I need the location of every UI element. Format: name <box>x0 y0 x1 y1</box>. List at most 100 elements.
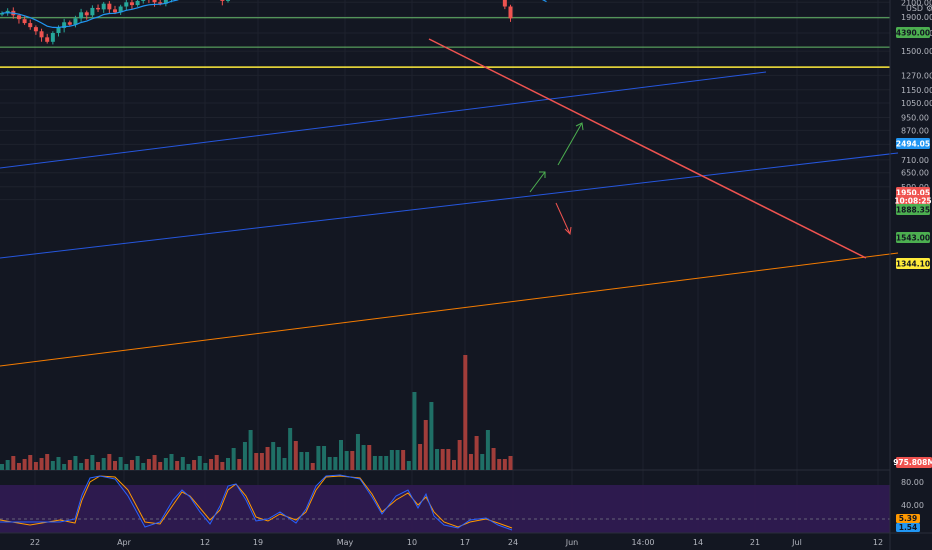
candle-body <box>84 12 89 16</box>
projection-arrows <box>529 122 584 236</box>
volume-bar <box>129 460 134 470</box>
candle-body <box>45 37 50 42</box>
volume-bar <box>33 462 38 470</box>
volume-bar <box>310 463 315 470</box>
date-tick-label: 24 <box>508 538 518 547</box>
volume-bar <box>39 458 44 470</box>
price-tag-level <box>896 204 930 215</box>
volume-bar <box>226 458 230 470</box>
volume-bar <box>468 454 473 470</box>
price-tag-level <box>896 258 930 269</box>
arrow-up-short-head <box>539 171 546 178</box>
candle-body <box>124 2 129 7</box>
candle-body <box>141 0 146 1</box>
stoch-tag <box>896 523 920 532</box>
stoch-tag-label: 5.39 <box>899 514 918 523</box>
volume-tag-label: 975.808M <box>893 458 932 467</box>
date-tick-label: 10 <box>407 538 417 547</box>
trendlines <box>0 38 899 367</box>
volume-bar <box>378 456 383 470</box>
volume-bar <box>276 447 281 470</box>
price-tag-label: 10:08:25 <box>894 197 931 206</box>
volume-bar <box>237 459 242 470</box>
settings-icon[interactable]: ⚙ <box>926 4 932 13</box>
candle-body <box>226 0 230 1</box>
volume-bar <box>265 447 270 470</box>
date-tick-label: May <box>337 538 354 547</box>
volume-bar <box>203 463 208 470</box>
volume-bar <box>418 444 423 470</box>
date-tick-label: Apr <box>117 538 132 547</box>
volume-bar <box>152 455 157 470</box>
volume-bar <box>259 453 264 470</box>
stoch-d-line <box>0 475 513 529</box>
volume-bar <box>406 461 411 470</box>
price-tag-label: 1950.05 <box>896 189 930 198</box>
volume-bar <box>350 451 355 470</box>
volume-bar <box>163 458 168 470</box>
date-tick-label: 21 <box>750 538 760 547</box>
volume-bar <box>118 457 123 470</box>
candle-body <box>79 12 84 19</box>
volume-bar <box>214 455 219 470</box>
volume-bar <box>474 436 479 470</box>
volume-bar <box>141 463 146 470</box>
candle-body <box>502 0 507 7</box>
arrow-down-head <box>564 226 572 236</box>
volume-bar <box>463 355 468 470</box>
volume-bar <box>50 461 55 470</box>
grid <box>0 0 890 533</box>
volume-bar <box>107 454 112 470</box>
date-tick-label: 12 <box>873 538 883 547</box>
price-tag-level <box>896 27 930 38</box>
price-tick-label: 1150.00 <box>901 86 932 95</box>
volume-bar <box>344 451 349 470</box>
volume-bar <box>45 454 50 470</box>
candle-body <box>96 7 101 10</box>
volume-bar <box>124 464 129 470</box>
price-tick-label: 650.00 <box>901 169 929 178</box>
candle-body <box>158 2 163 4</box>
candle-body <box>101 3 106 10</box>
volume-bar <box>401 450 406 470</box>
date-tick-label: Jul <box>791 538 802 547</box>
volume-bar <box>11 456 16 470</box>
price-tick-label: 1900.00 <box>901 13 932 22</box>
date-tick-label: 14:00 <box>631 538 654 547</box>
volume-bar <box>288 428 293 470</box>
volume-bar <box>197 456 202 470</box>
price-tick-label: 950.00 <box>901 114 929 123</box>
candle-body <box>73 18 78 25</box>
volume-bar <box>158 462 163 470</box>
candle-body <box>135 0 140 6</box>
price-tick-label: 1270.00 <box>901 71 932 80</box>
stoch-tag-label: 1.54 <box>899 523 918 532</box>
volume-bar <box>440 449 445 470</box>
candle-body <box>16 15 21 20</box>
volume-bar <box>146 459 151 470</box>
volume-bar <box>180 457 185 470</box>
volume-bar <box>322 446 327 470</box>
red-resistance-line <box>428 38 867 259</box>
date-tick-label: 12 <box>200 538 210 547</box>
volume-bar <box>56 457 61 470</box>
volume-bar <box>316 446 321 470</box>
stoch-tick-label: 80.00 <box>901 478 924 487</box>
volume-bar <box>282 458 287 470</box>
volume-bar <box>497 459 502 470</box>
price-tick-label: 870.00 <box>901 126 929 135</box>
volume-bar <box>90 455 95 470</box>
currency-label: USD <box>906 4 923 13</box>
price-tag-label: 1888.35 <box>896 206 930 215</box>
volume-bar <box>435 449 440 470</box>
volume-bar <box>5 460 10 470</box>
candle-body <box>0 13 4 15</box>
candle-body <box>62 22 67 28</box>
volume-bar <box>355 434 360 470</box>
volume-bar <box>339 440 343 470</box>
volume-bar <box>62 464 67 470</box>
volume-bar <box>327 457 332 470</box>
arrow-up-long-head <box>575 122 584 131</box>
volume-bar <box>242 442 247 470</box>
